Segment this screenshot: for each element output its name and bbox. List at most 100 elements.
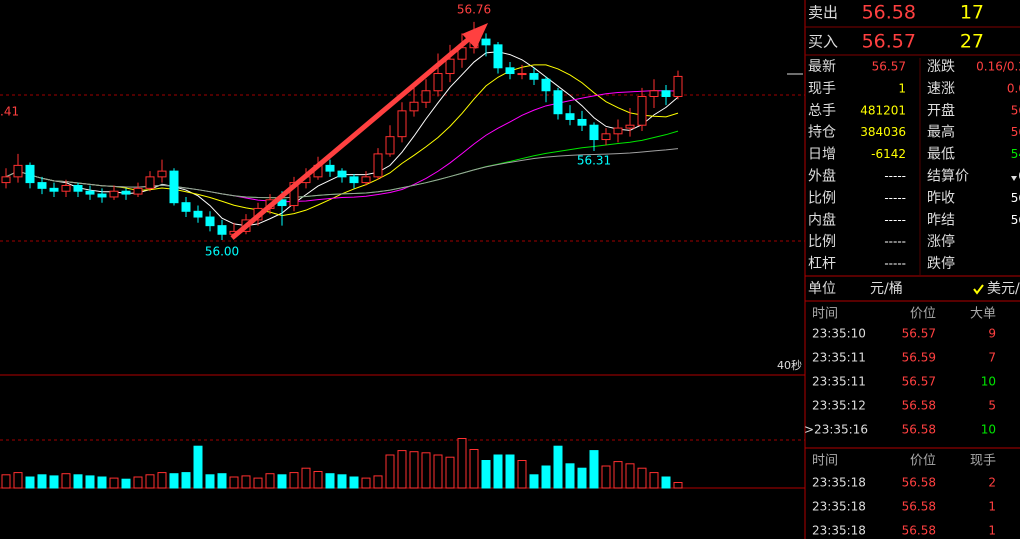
- volume-bar: [157, 472, 167, 489]
- timer: 40秒: [777, 358, 802, 372]
- volume-bar: [49, 475, 59, 489]
- quote-label: 卖出: [808, 4, 838, 22]
- volume-bar: [241, 475, 251, 489]
- candle-body: [205, 216, 215, 227]
- volume-bar: [457, 438, 467, 489]
- stat-label: 涨停: [927, 233, 955, 250]
- candle-body: [529, 73, 539, 80]
- stat-label: 最低: [927, 147, 955, 163]
- candle-body: [481, 38, 491, 46]
- candle-body: [1, 176, 11, 184]
- stat-value: 0: [1018, 169, 1020, 183]
- candle-body: [217, 225, 227, 235]
- edge-label: .41: [0, 105, 19, 119]
- volume-bar: [277, 474, 287, 489]
- stat-value: -----: [884, 169, 906, 183]
- volume-bar: [145, 474, 155, 489]
- volume-bar: [265, 473, 275, 489]
- candle-body: [349, 176, 359, 184]
- unit-label: 单位: [808, 281, 836, 297]
- candle-body: [85, 190, 95, 195]
- candle-body: [661, 90, 671, 98]
- stat-label: 跌停: [927, 255, 955, 272]
- volume-bar: [301, 467, 311, 489]
- volume-bar: [73, 474, 83, 489]
- unit-option: 美元/: [987, 281, 1020, 297]
- candle-body: [577, 118, 587, 126]
- stat-label: 比例: [808, 190, 836, 206]
- candle-body: [397, 110, 407, 138]
- volume-bar: [553, 445, 563, 489]
- trade-time: 23:35:11: [812, 375, 866, 389]
- stat-value: -----: [884, 257, 906, 271]
- volume-bar: [529, 474, 539, 489]
- candle-body: [553, 90, 563, 115]
- volume-bar: [613, 461, 623, 489]
- trade-size: 9: [988, 327, 996, 341]
- candle-body: [109, 190, 119, 198]
- candle-body: [289, 182, 299, 207]
- trade-size: 1: [988, 500, 996, 514]
- candle-body: [97, 193, 107, 198]
- quote-price: 56.57: [862, 31, 916, 53]
- trade-size: 5: [988, 399, 996, 413]
- trade-size: 10: [981, 375, 996, 389]
- volume-bar: [565, 463, 575, 489]
- stat-value: 1: [898, 81, 906, 95]
- volume-bar: [229, 476, 239, 489]
- candle-body: [157, 170, 167, 178]
- candle-body: [649, 90, 659, 98]
- arrow-shaft: [230, 36, 472, 240]
- stat-label: 总手: [808, 103, 836, 119]
- dropdown-icon[interactable]: [1011, 176, 1017, 181]
- candle-body: [589, 124, 599, 141]
- volume-bar: [445, 456, 455, 489]
- table-header: 现手: [970, 454, 996, 469]
- candle-body: [145, 176, 155, 189]
- check-icon[interactable]: [973, 284, 984, 295]
- volume-bar: [181, 472, 191, 489]
- volume-bar: [673, 482, 683, 489]
- volume-bar: [385, 454, 395, 489]
- trade-price: 56.57: [902, 327, 936, 341]
- stat-label: 日增: [808, 147, 836, 163]
- candle-body: [37, 182, 47, 189]
- candle-body: [625, 124, 635, 129]
- stat-value: 56: [1011, 125, 1020, 139]
- volume-bar: [337, 474, 347, 489]
- candle-body: [169, 170, 179, 204]
- stat-value: 384036: [860, 125, 906, 139]
- volume-bar: [121, 478, 131, 489]
- candle-body: [73, 184, 83, 192]
- stat-value: -----: [884, 235, 906, 249]
- volume-bar: [433, 454, 443, 489]
- stat-label: 外盘: [808, 168, 836, 185]
- trade-time: 23:35:18: [812, 476, 866, 490]
- stat-value: 56: [1011, 191, 1020, 205]
- candle-body: [613, 127, 623, 135]
- volume-bar: [109, 477, 119, 489]
- unit-value: 元/桶: [870, 281, 903, 297]
- volume-bar: [85, 475, 95, 489]
- volume-bar: [205, 474, 215, 489]
- volume-bar: [517, 460, 527, 489]
- volume-bar: [373, 475, 383, 489]
- peak-label: 56.76: [457, 2, 491, 16]
- arrow-head: [462, 23, 488, 49]
- candle-body: [13, 164, 23, 178]
- volume-bar: [193, 445, 203, 489]
- quote-price: 56.58: [862, 2, 916, 24]
- volume-bar: [349, 476, 359, 489]
- stat-value: -6142: [871, 147, 906, 161]
- candle-body: [181, 202, 191, 212]
- volume-bar: [361, 477, 371, 489]
- volume-bar: [469, 449, 479, 489]
- candle-body: [361, 176, 371, 184]
- trade-price: 56.58: [902, 476, 936, 490]
- stat-value: 56: [1011, 213, 1020, 227]
- low-label: 56.31: [577, 154, 611, 168]
- volume-bar: [649, 472, 659, 489]
- volume-bar: [637, 467, 647, 489]
- table-header: 大单: [970, 307, 996, 322]
